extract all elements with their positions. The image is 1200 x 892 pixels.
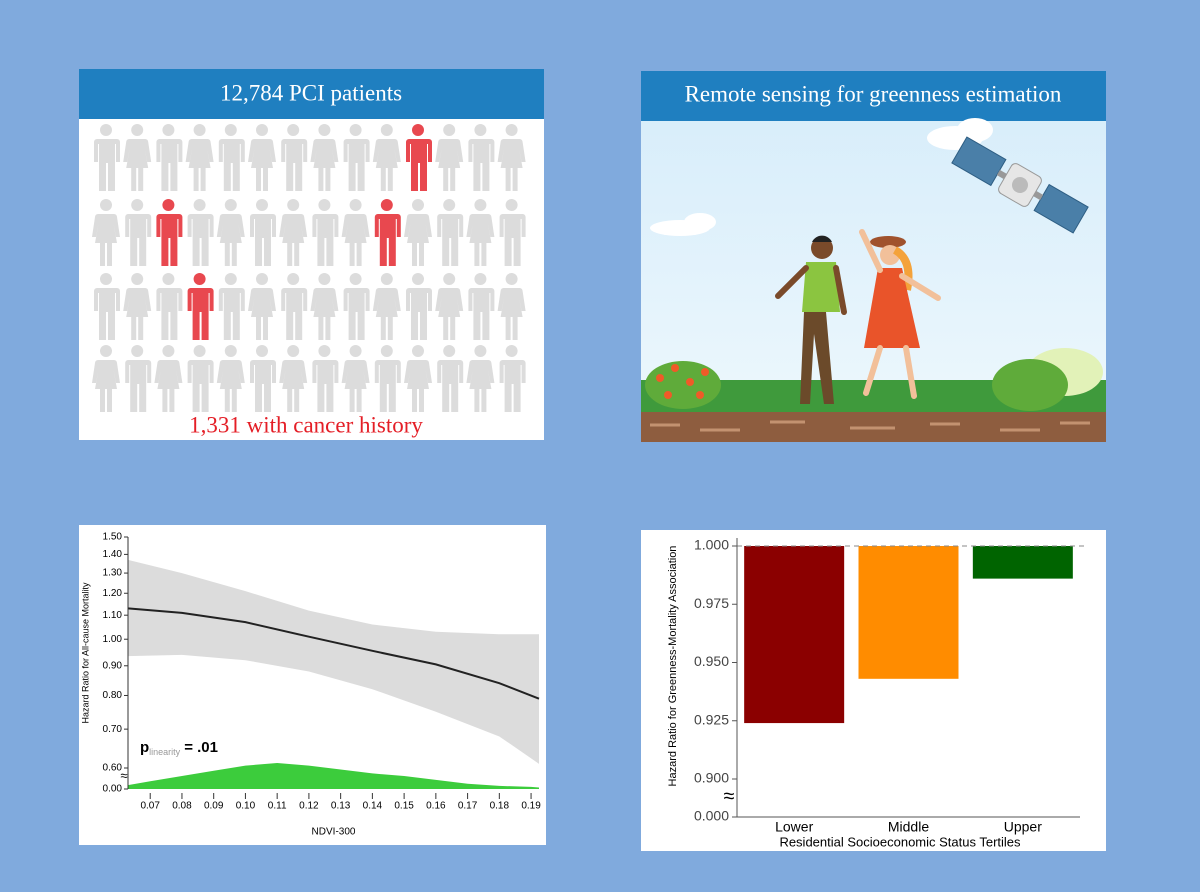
y-axis-label: Hazard Ratio for All-cause Mortality [80, 582, 90, 724]
cohort-panel: 12,784 PCI patients 1,331 with cancer hi… [79, 69, 544, 440]
y-tick-label: 0.60 [103, 763, 123, 774]
x-tick-label: 0.13 [331, 801, 351, 812]
x-tick-label: Middle [888, 819, 929, 835]
panel-header [79, 69, 544, 119]
y-tick-label: 1.40 [103, 549, 123, 560]
bush [992, 359, 1068, 411]
y-tick-label: 0.950 [694, 653, 729, 669]
y-axis-label: Hazard Ratio for Greenness-Mortality Ass… [667, 546, 679, 787]
axis-break: ≈ [120, 768, 127, 783]
x-tick-label: Lower [775, 819, 813, 835]
x-tick-label: Upper [1004, 819, 1042, 835]
x-tick-label: 0.19 [521, 801, 541, 812]
axis-break: ≈ [724, 785, 735, 807]
x-tick-label: 0.09 [204, 801, 224, 812]
x-tick-label: 0.14 [363, 801, 383, 812]
x-tick-label: 0.07 [140, 801, 160, 812]
flowers [656, 364, 709, 399]
bar-chart: Lower Middle Upper 0.000 0.900 0.925 0.950 0.97… [667, 537, 1086, 849]
x-axis-label: NDVI-300 [312, 827, 356, 838]
y-tick-label: 0.900 [694, 770, 729, 786]
annotation-part: linearity [149, 747, 181, 757]
y-tick-label: 1.00 [103, 634, 123, 645]
y-tick-label: 1.50 [103, 532, 123, 543]
fit-line [127, 607, 540, 700]
y-tick-label: 0.925 [694, 711, 729, 727]
line-chart: 0.00 0.60 0.70 0.80 0.90 1.00 1.10 1.20 1.30 1.40… [80, 532, 541, 838]
x-tick-label: 0.12 [299, 801, 319, 812]
charts: 0.00 0.60 0.70 0.80 0.90 1.00 1.10 1.20 1.30 1.40… [80, 532, 1086, 849]
y-tick-label: 0.975 [694, 595, 729, 611]
man [775, 235, 847, 404]
x-tick-label: 0.15 [394, 801, 414, 812]
y-tick-label: 0.80 [103, 690, 123, 701]
y-tick-label: 1.000 [694, 537, 729, 553]
y-tick-label: 1.10 [103, 610, 123, 621]
soil-detail [650, 420, 1090, 432]
panel-title: 12,784 PCI patients [220, 80, 402, 105]
x-tick-label: 0.10 [236, 801, 256, 812]
density-area [128, 763, 539, 789]
confidence-band [128, 559, 539, 764]
panel-header [641, 71, 1106, 121]
y-tick-label: 0.90 [103, 660, 123, 671]
bar [972, 546, 1073, 579]
x-tick-label: 0.18 [490, 801, 510, 812]
y-tick-label: 1.30 [103, 568, 123, 579]
x-tick-label: 0.08 [172, 801, 192, 812]
annotation: plinearity = .01 [140, 739, 218, 757]
annotation-part: = .01 [184, 739, 218, 756]
y-tick-label: 1.20 [103, 588, 123, 599]
annotation-part: p [140, 739, 149, 756]
y-tick-label: 0.70 [103, 724, 123, 735]
bar [744, 546, 845, 724]
satellite [951, 136, 1089, 234]
sensing-panel: Remote sensing for greenness estimation [641, 71, 1106, 442]
panel-title: Remote sensing for greenness estimation [685, 81, 1062, 106]
x-tick-label: 0.17 [458, 801, 478, 812]
x-tick-label: 0.11 [268, 801, 287, 812]
bush [645, 361, 721, 409]
x-axis-label: Residential Socioeconomic Status Tertile… [779, 834, 1021, 849]
y-tick-label: 0.000 [694, 808, 729, 824]
y-tick-label: 0.00 [103, 784, 123, 795]
x-tick-label: 0.16 [426, 801, 446, 812]
panel-caption: 1,331 with cancer history [189, 412, 423, 437]
woman [859, 229, 941, 399]
bar [858, 546, 959, 679]
